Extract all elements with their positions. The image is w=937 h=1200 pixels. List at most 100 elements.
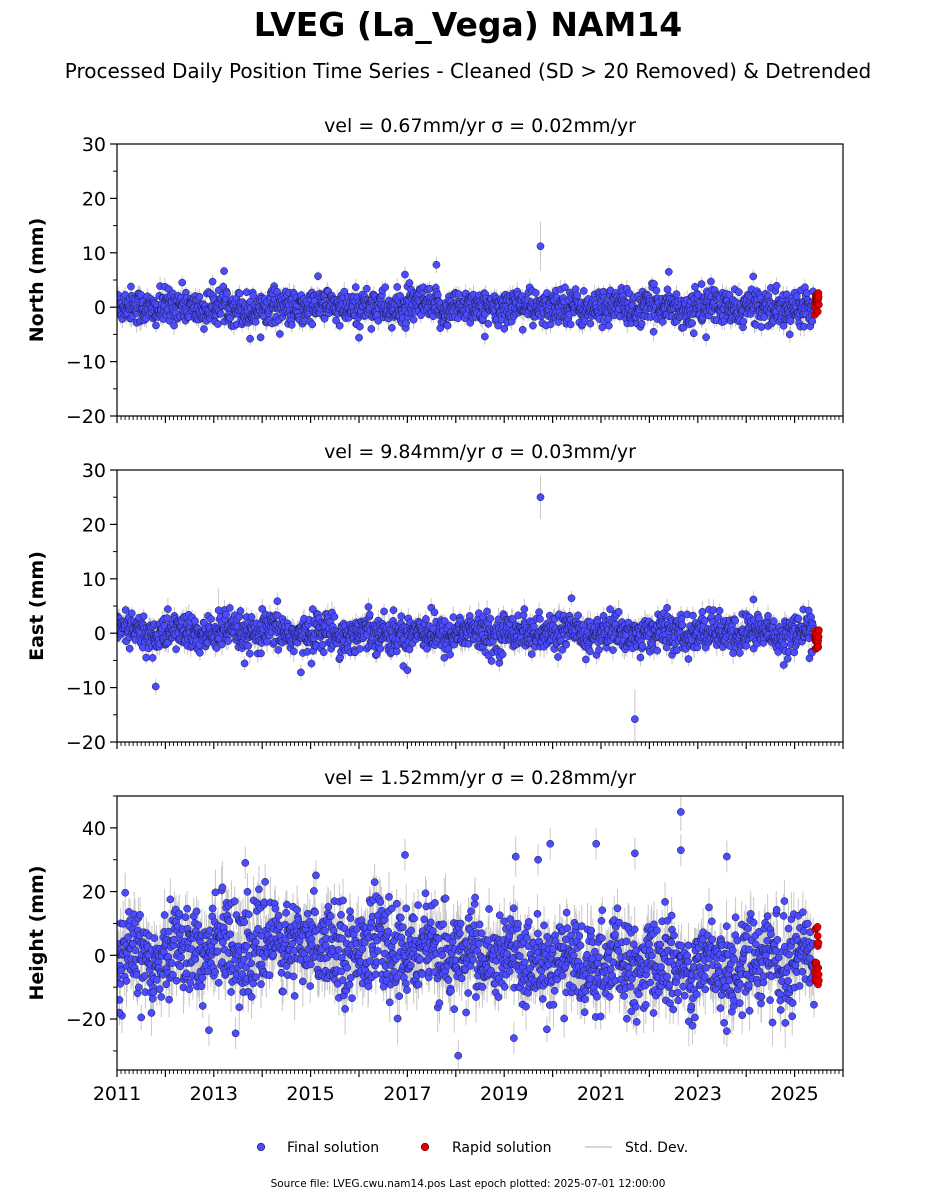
- y-tick-label: 30: [82, 460, 106, 482]
- final-point: [536, 493, 545, 502]
- final-point: [337, 911, 345, 919]
- final-point: [150, 934, 159, 942]
- final-point: [509, 904, 518, 913]
- y-tick-label: −20: [66, 732, 106, 754]
- final-point: [168, 959, 176, 967]
- final-point: [341, 1005, 349, 1013]
- final-point: [446, 650, 454, 659]
- final-point: [226, 930, 235, 939]
- final-point: [218, 883, 227, 892]
- final-point: [684, 957, 692, 966]
- final-point: [393, 283, 402, 291]
- final-point: [185, 985, 194, 994]
- final-point: [257, 980, 265, 988]
- rapid-point: [814, 643, 823, 651]
- final-point: [168, 970, 177, 979]
- final-point: [242, 942, 251, 950]
- final-point: [178, 278, 187, 287]
- final-point: [595, 646, 603, 654]
- final-point: [475, 920, 484, 929]
- final-point: [561, 935, 570, 944]
- final-point: [423, 644, 431, 653]
- final-point: [276, 330, 284, 338]
- final-point: [672, 290, 681, 298]
- y-tick-label: 20: [82, 188, 106, 210]
- final-point: [638, 642, 647, 650]
- final-point: [152, 321, 160, 330]
- final-point: [393, 973, 402, 982]
- final-point: [240, 659, 249, 668]
- final-point: [252, 973, 260, 981]
- final-point: [321, 926, 329, 935]
- final-point: [364, 982, 373, 991]
- final-point: [632, 1018, 641, 1026]
- final-point: [529, 321, 537, 330]
- final-point: [220, 267, 228, 275]
- final-point: [757, 323, 766, 331]
- final-point: [661, 898, 669, 906]
- final-point: [163, 614, 171, 622]
- final-point: [249, 291, 258, 300]
- final-point: [251, 938, 260, 946]
- final-point: [607, 965, 615, 974]
- final-point: [314, 272, 322, 281]
- final-point: [337, 967, 346, 976]
- final-point: [464, 989, 472, 997]
- final-point: [649, 327, 658, 336]
- final-point: [729, 649, 737, 657]
- final-point: [652, 286, 661, 295]
- final-point: [319, 648, 328, 657]
- final-point: [214, 606, 223, 615]
- final-point: [414, 901, 422, 909]
- final-point: [702, 333, 710, 342]
- final-point: [261, 877, 269, 886]
- final-point: [546, 320, 555, 329]
- final-point: [500, 983, 509, 991]
- final-point: [136, 290, 145, 299]
- final-point: [457, 974, 466, 983]
- final-point: [653, 646, 662, 655]
- rapid-point: [814, 626, 823, 635]
- final-point: [254, 924, 262, 933]
- final-point: [222, 610, 230, 619]
- final-point: [246, 649, 254, 658]
- final-point: [454, 290, 463, 298]
- final-point: [172, 645, 180, 654]
- final-point: [374, 947, 382, 955]
- final-point: [474, 939, 483, 948]
- final-point: [779, 661, 788, 669]
- final-point: [598, 934, 606, 942]
- final-point: [214, 320, 222, 328]
- final-point: [742, 642, 751, 650]
- final-point: [562, 908, 571, 917]
- final-point: [289, 647, 298, 656]
- final-point: [293, 905, 301, 914]
- final-point: [141, 972, 149, 980]
- final-point: [641, 1000, 650, 1009]
- final-point: [164, 605, 172, 613]
- series-height: [117, 796, 823, 1070]
- final-point: [346, 973, 355, 982]
- final-point: [567, 594, 576, 603]
- final-point: [626, 982, 635, 991]
- final-point: [522, 933, 531, 942]
- final-point: [500, 324, 509, 333]
- final-point: [591, 947, 599, 956]
- final-point: [708, 935, 717, 944]
- final-point: [212, 644, 221, 652]
- final-point: [467, 907, 475, 916]
- final-point: [648, 951, 656, 960]
- y-axis-label-east: East (mm): [26, 551, 48, 661]
- final-point: [472, 993, 480, 1001]
- y-tick-label: 30: [82, 134, 106, 156]
- final-point: [550, 986, 559, 995]
- final-point: [236, 607, 245, 615]
- final-point: [273, 597, 282, 606]
- final-point: [364, 603, 373, 611]
- final-point: [538, 995, 547, 1003]
- final-point: [632, 1002, 640, 1011]
- final-point: [399, 923, 407, 932]
- final-point: [630, 925, 639, 934]
